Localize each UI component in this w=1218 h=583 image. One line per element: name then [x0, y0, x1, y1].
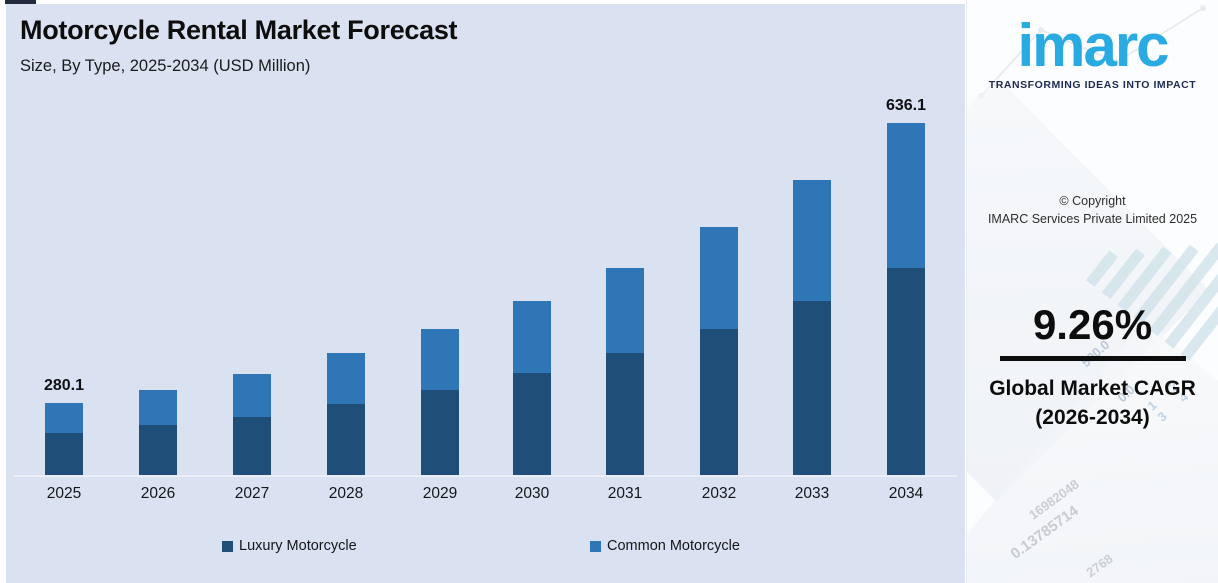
bar-segment-common-2027: [233, 374, 271, 417]
x-axis-label-2030: 2030: [514, 485, 550, 502]
x-axis-label-2034: 2034: [888, 485, 924, 502]
bar-segment-common-2028: [327, 353, 365, 404]
cagr-label-line1: Global Market CAGR: [989, 377, 1196, 400]
imarc-branding-panel: 500.0 0.0 1 2 3 4 16982048 0.13785714 27…: [966, 0, 1218, 583]
imarc-tagline: TRANSFORMING IDEAS INTO IMPACT: [988, 79, 1197, 91]
bar-2030: [513, 301, 551, 475]
watermark-number: 2768: [1083, 550, 1116, 581]
plot-area: 2025 2026 2027 2028 2029 2030 2031 2032 2033 2034…: [6, 4, 965, 583]
chart-panel: Motorcycle Rental Market Forecast Size, …: [6, 4, 965, 583]
bar-2026: [139, 390, 177, 475]
bar-segment-luxury-2026: [139, 425, 177, 475]
bar-2034: [887, 123, 925, 475]
bar-segment-luxury-2034: [887, 268, 925, 475]
bar-segment-luxury-2029: [421, 390, 459, 475]
bar-segment-common-2031: [606, 268, 644, 353]
legend-swatch-luxury-icon: [222, 540, 233, 552]
cagr-callout: 9.26% Global Market CAGR (2026-2034): [967, 301, 1218, 433]
watermark-number: 0.13785714: [1007, 502, 1082, 563]
x-axis-label-2028: 2028: [328, 485, 364, 502]
bar-2027: [233, 374, 271, 475]
bar-segment-luxury-2031: [606, 353, 644, 475]
x-axis-label-2033: 2033: [794, 485, 830, 502]
bar-segment-common-2033: [793, 180, 831, 301]
cagr-label-line2: (2026-2034): [1035, 405, 1150, 429]
imarc-logo-text: imarc: [1017, 12, 1169, 79]
bar-segment-common-2025: [45, 403, 83, 433]
bar-segment-luxury-2032: [700, 329, 738, 475]
chart-subtitle: Size, By Type, 2025-2034 (USD Million): [20, 57, 311, 75]
x-axis-label-2025: 2025: [46, 485, 82, 502]
bar-2025: [45, 403, 83, 475]
bar-segment-common-2030: [513, 301, 551, 373]
x-axis-label-2026: 2026: [140, 485, 176, 502]
copyright-line1: © Copyright: [1059, 193, 1126, 208]
bar-segment-common-2034: [887, 123, 925, 268]
imarc-logo: imarc TRANSFORMING IDEAS INTO IMPACT: [967, 14, 1218, 91]
bar-2028: [327, 353, 365, 475]
bar-segment-luxury-2028: [327, 404, 365, 475]
legend-label-luxury: Luxury Motorcycle: [239, 538, 357, 554]
bar-segment-luxury-2027: [233, 417, 271, 475]
bar-segment-common-2029: [421, 329, 459, 390]
bar-segment-common-2032: [700, 227, 738, 329]
bar-value-label-2025: 280.1: [43, 377, 85, 394]
bar-value-label-2034: 636.1: [885, 97, 927, 114]
legend-item-common-motorcycle: Common Motorcycle: [590, 538, 740, 554]
x-axis-line: [14, 475, 957, 477]
watermark-number: 16982048: [1026, 476, 1082, 523]
legend-swatch-common-icon: [590, 540, 601, 552]
screenshot-edge-artifact: [5, 0, 36, 4]
cagr-value: 9.26%: [1032, 301, 1153, 348]
bar-2032: [700, 227, 738, 475]
bar-2029: [421, 329, 459, 475]
legend-item-luxury-motorcycle: Luxury Motorcycle: [222, 538, 357, 554]
bar-segment-luxury-2025: [45, 433, 83, 475]
bar-segment-luxury-2030: [513, 373, 551, 475]
watermark-shape: [967, 77, 1210, 503]
x-axis-label-2027: 2027: [234, 485, 270, 502]
bar-segment-luxury-2033: [793, 301, 831, 475]
bar-2031: [606, 268, 644, 475]
bar-segment-common-2026: [139, 390, 177, 425]
copyright-notice: © Copyright IMARC Services Private Limit…: [967, 192, 1218, 228]
x-axis-label-2029: 2029: [422, 485, 458, 502]
x-axis-label-2031: 2031: [607, 485, 643, 502]
bar-2033: [793, 180, 831, 475]
x-axis-label-2032: 2032: [701, 485, 737, 502]
cagr-underline: [999, 356, 1186, 361]
chart-title: Motorcycle Rental Market Forecast: [20, 15, 458, 45]
copyright-line2: IMARC Services Private Limited 2025: [987, 212, 1198, 227]
legend-label-common: Common Motorcycle: [607, 538, 740, 554]
